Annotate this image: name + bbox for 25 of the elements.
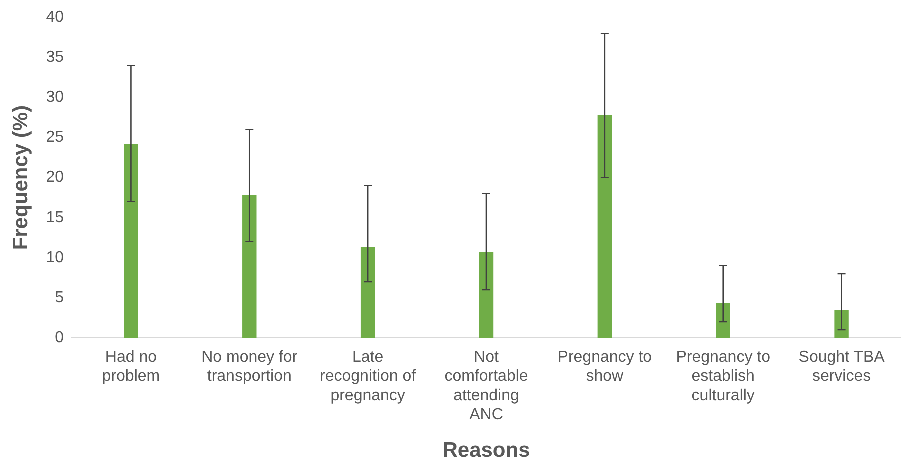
x-tick-label: Not comfortable attending ANC xyxy=(444,349,528,424)
x-tick-label: Pregnancy to show xyxy=(558,349,652,386)
y-tick-label: 15 xyxy=(46,209,64,226)
y-tick-label: 25 xyxy=(46,129,64,146)
x-tick-label: Had no problem xyxy=(102,349,160,386)
bar xyxy=(124,144,138,338)
x-tick-label: No money for transportion xyxy=(202,349,298,386)
y-tick-label: 0 xyxy=(55,329,64,346)
y-axis-title: Frequency (%) xyxy=(9,105,32,250)
x-tick-label: Sought TBA services xyxy=(798,349,886,386)
y-tick-label: 40 xyxy=(46,9,64,26)
x-axis-title: Reasons xyxy=(442,439,530,462)
y-tick-label: 30 xyxy=(46,89,64,106)
bar xyxy=(242,195,257,338)
bar xyxy=(716,304,730,338)
y-tick-label: 5 xyxy=(55,289,64,306)
y-tick-label: 20 xyxy=(46,169,64,186)
y-tick-label: 10 xyxy=(46,249,64,266)
bar xyxy=(834,310,849,338)
bar xyxy=(360,247,376,338)
x-tick-label: Pregnancy to establish culturally xyxy=(676,349,771,404)
y-tick-label: 35 xyxy=(46,49,64,66)
x-tick-label: Late recognition of pregnancy xyxy=(320,349,417,404)
bar xyxy=(598,115,612,338)
bar xyxy=(479,252,494,338)
